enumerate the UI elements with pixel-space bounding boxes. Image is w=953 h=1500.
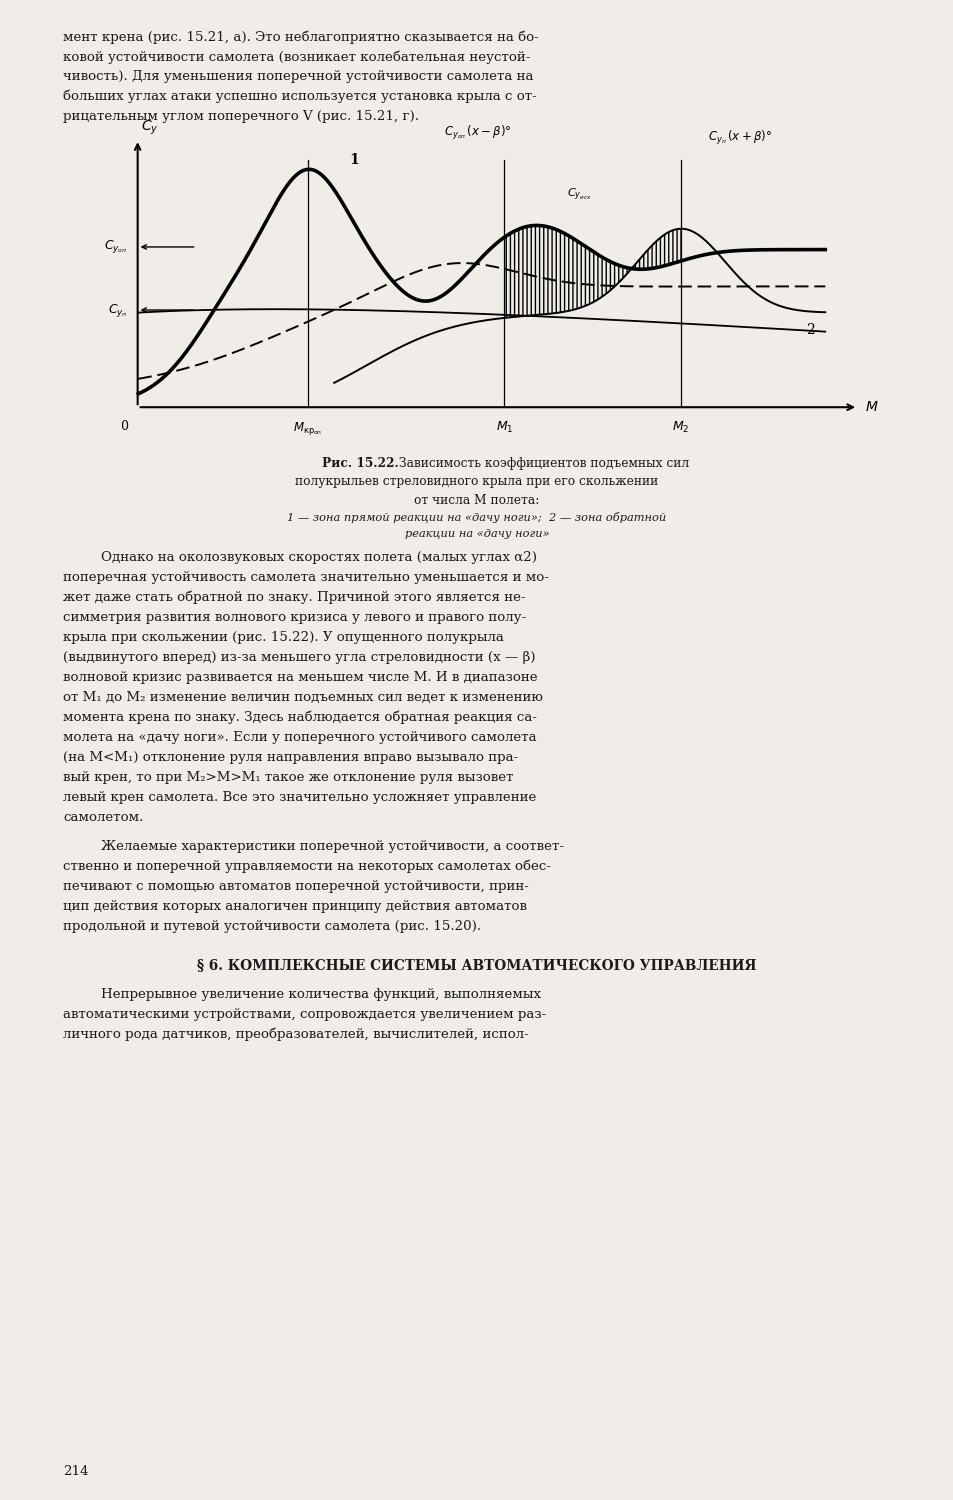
Text: $C_y$: $C_y$	[141, 118, 158, 136]
Text: ковой устойчивости самолета (возникает колебательная неустой-: ковой устойчивости самолета (возникает к…	[63, 50, 530, 63]
Text: Непрерывное увеличение количества функций, выполняемых: Непрерывное увеличение количества функци…	[101, 988, 540, 1000]
Text: жет даже стать обратной по знаку. Причиной этого является не-: жет даже стать обратной по знаку. Причин…	[63, 591, 525, 604]
Text: от числа М полета:: от числа М полета:	[414, 494, 539, 507]
Text: волновой кризис развивается на меньшем числе М. И в диапазоне: волновой кризис развивается на меньшем ч…	[63, 670, 537, 684]
Text: личного рода датчиков, преобразователей, вычислителей, испол-: личного рода датчиков, преобразователей,…	[63, 1028, 528, 1041]
Text: $M_2$: $M_2$	[672, 420, 689, 435]
Text: печивают с помощью автоматов поперечной устойчивости, прин-: печивают с помощью автоматов поперечной …	[63, 880, 528, 892]
Text: чивость). Для уменьшения поперечной устойчивости самолета на: чивость). Для уменьшения поперечной усто…	[63, 70, 533, 82]
Text: $M_1$: $M_1$	[496, 420, 513, 435]
Text: больших углах атаки успешно используется установка крыла с от-: больших углах атаки успешно используется…	[63, 90, 537, 104]
Text: $C_{y_{исх}}$: $C_{y_{исх}}$	[566, 186, 591, 202]
Text: (выдвинутого вперед) из-за меньшего угла стреловидности (х — β): (выдвинутого вперед) из-за меньшего угла…	[63, 651, 535, 664]
Text: $C_{y_п}$: $C_{y_п}$	[108, 302, 128, 318]
Text: рицательным углом поперечного V (рис. 15.21, г).: рицательным углом поперечного V (рис. 15…	[63, 110, 418, 123]
Text: 214: 214	[63, 1466, 89, 1478]
Text: вый крен, то при М₂>М>М₁ такое же отклонение руля вызовет: вый крен, то при М₂>М>М₁ такое же отклон…	[63, 771, 513, 784]
Text: (на М<М₁) отклонение руля направления вправо вызывало пра-: (на М<М₁) отклонение руля направления вп…	[63, 752, 517, 764]
Text: Зависимость коэффициентов подъемных сил: Зависимость коэффициентов подъемных сил	[395, 458, 688, 470]
Text: поперечная устойчивость самолета значительно уменьшается и мо-: поперечная устойчивость самолета значите…	[63, 572, 548, 584]
Text: 2: 2	[804, 324, 814, 338]
Text: $M$: $M$	[863, 400, 877, 414]
Text: ственно и поперечной управляемости на некоторых самолетах обес-: ственно и поперечной управляемости на не…	[63, 859, 551, 873]
Text: Рис. 15.22.: Рис. 15.22.	[322, 458, 398, 470]
Text: крыла при скольжении (рис. 15.22). У опущенного полукрыла: крыла при скольжении (рис. 15.22). У опу…	[63, 632, 503, 644]
Text: § 6. КОМПЛЕКСНЫЕ СИСТЕМЫ АВТОМАТИЧЕСКОГО УПРАВЛЕНИЯ: § 6. КОМПЛЕКСНЫЕ СИСТЕМЫ АВТОМАТИЧЕСКОГО…	[197, 958, 756, 972]
Text: момента крена по знаку. Здесь наблюдается обратная реакция са-: момента крена по знаку. Здесь наблюдаетс…	[63, 711, 537, 724]
Text: $C_{y_п}\,(x+\beta)°$: $C_{y_п}\,(x+\beta)°$	[707, 129, 771, 147]
Text: автоматическими устройствами, сопровождается увеличением раз-: автоматическими устройствами, сопровожда…	[63, 1008, 546, 1022]
Text: цип действия которых аналогичен принципу действия автоматов: цип действия которых аналогичен принципу…	[63, 900, 526, 914]
Text: мент крена (рис. 15.21, а). Это неблагоприятно сказывается на бо-: мент крена (рис. 15.21, а). Это неблагоп…	[63, 30, 538, 44]
Text: левый крен самолета. Все это значительно усложняет управление: левый крен самолета. Все это значительно…	[63, 790, 536, 804]
Text: от М₁ до М₂ изменение величин подъемных сил ведет к изменению: от М₁ до М₂ изменение величин подъемных …	[63, 692, 542, 703]
Text: 1: 1	[349, 153, 358, 168]
Text: Однако на околозвуковых скоростях полета (малых углах α2): Однако на околозвуковых скоростях полета…	[101, 550, 537, 564]
Text: продольной и путевой устойчивости самолета (рис. 15.20).: продольной и путевой устойчивости самоле…	[63, 920, 480, 933]
Text: 0: 0	[120, 420, 129, 434]
Text: реакции на «дачу ноги»: реакции на «дачу ноги»	[404, 530, 549, 538]
Text: 1 — зона прямой реакции на «дачу ноги»;  2 — зона обратной: 1 — зона прямой реакции на «дачу ноги»; …	[287, 512, 666, 524]
Text: самолетом.: самолетом.	[63, 812, 143, 824]
Text: $C_{y_{оп}}\,(x-\beta)°$: $C_{y_{оп}}\,(x-\beta)°$	[444, 124, 512, 142]
Text: Желаемые характеристики поперечной устойчивости, а соответ-: Желаемые характеристики поперечной устой…	[101, 840, 563, 854]
Text: $M_{\rm кр_{оп}}$: $M_{\rm кр_{оп}}$	[293, 420, 322, 438]
Text: молета на «дачу ноги». Если у поперечного устойчивого самолета: молета на «дачу ноги». Если у поперечног…	[63, 730, 536, 744]
Text: $C_{y_{оп}}$: $C_{y_{оп}}$	[104, 238, 128, 255]
Text: симметрия развития волнового кризиса у левого и правого полу-: симметрия развития волнового кризиса у л…	[63, 610, 525, 624]
Text: полукрыльев стреловидного крыла при его скольжении: полукрыльев стреловидного крыла при его …	[295, 476, 658, 489]
